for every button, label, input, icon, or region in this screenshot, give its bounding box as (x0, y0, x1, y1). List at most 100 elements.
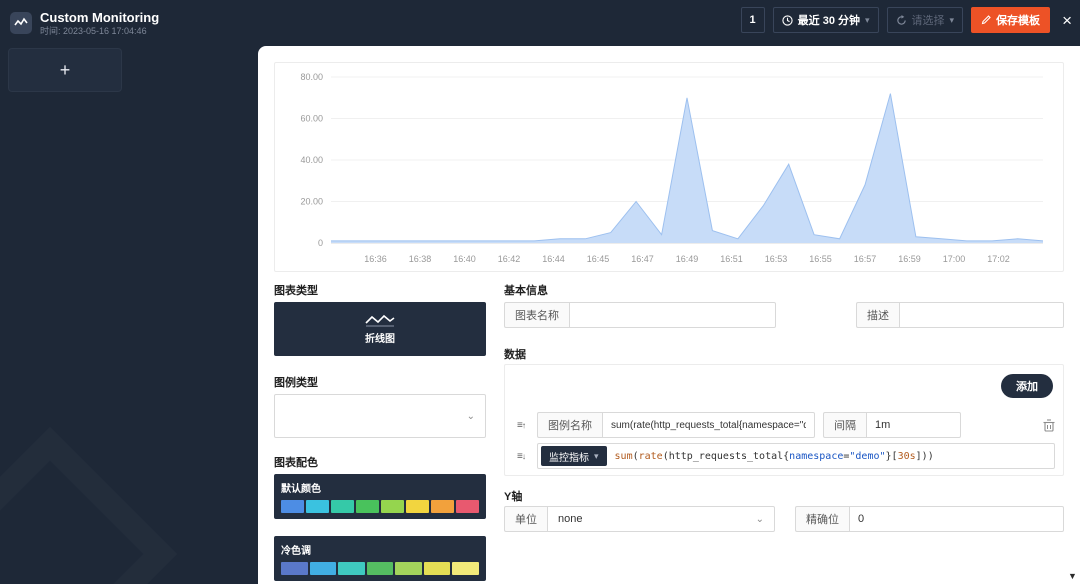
legend-type-select[interactable]: ⌄ (274, 394, 486, 438)
description-input[interactable] (899, 302, 1064, 328)
svg-text:40.00: 40.00 (300, 155, 323, 165)
svg-text:16:44: 16:44 (542, 254, 565, 264)
palette-card-cool[interactable]: 冷色调 (274, 536, 486, 581)
save-template-button[interactable]: 保存模板 (971, 7, 1051, 33)
legend-type-label: 图例类型 (274, 377, 318, 389)
chevron-down-icon: ▾ (949, 14, 955, 25)
basic-info-label: 基本信息 (504, 285, 548, 297)
chevron-down-icon: ⌄ (466, 410, 475, 422)
metric-type-button[interactable]: 监控指标 ▾ (541, 446, 607, 466)
precision-addon: 精确位 (795, 506, 849, 532)
svg-text:16:51: 16:51 (720, 254, 743, 264)
precision-group: 精确位 (795, 506, 1064, 532)
color-swatch (452, 562, 480, 575)
refresh-placeholder: 请选择 (911, 15, 945, 27)
chevron-down-icon: ▾ (594, 450, 599, 461)
color-swatch (309, 562, 337, 575)
clock-icon (782, 14, 793, 26)
chart-type-card-label: 折线图 (365, 334, 395, 345)
legend-name-group: 图例名称 (537, 412, 815, 438)
plus-icon: + (59, 59, 71, 80)
color-swatch (381, 500, 404, 513)
description-addon: 描述 (856, 302, 899, 328)
pencil-icon (981, 15, 991, 25)
palette-section-label: 图表配色 (274, 457, 318, 469)
unit-addon: 单位 (504, 506, 547, 532)
chevron-down-icon: ▾ (865, 14, 870, 25)
svg-text:20.00: 20.00 (300, 197, 323, 207)
save-template-label: 保存模板 (996, 15, 1041, 27)
query-meta-row: ≡↑ 图例名称 间隔 (513, 412, 1055, 438)
chart-type-card-line[interactable]: 折线图 (274, 302, 486, 356)
title-block: Custom Monitoring 时间: 2023-05-16 17:04:4… (40, 10, 159, 37)
svg-text:16:55: 16:55 (809, 254, 832, 264)
page-title: Custom Monitoring (40, 9, 160, 25)
promql-code: sum(rate(http_requests_total{namespace="… (614, 450, 934, 462)
svg-text:60.00: 60.00 (300, 114, 323, 124)
refresh-interval-select[interactable]: 请选择 ▾ (886, 7, 964, 33)
sort-up-handle[interactable]: ≡↑ (516, 419, 526, 431)
svg-text:16:36: 16:36 (364, 254, 387, 264)
sort-down-handle[interactable]: ≡↓ (516, 450, 526, 462)
color-swatch (356, 500, 379, 513)
legend-name-input[interactable] (602, 412, 815, 438)
interval-group: 间隔 (823, 412, 961, 438)
svg-text:16:40: 16:40 (453, 254, 476, 264)
svg-text:16:59: 16:59 (898, 254, 921, 264)
app-logo (10, 12, 32, 34)
chart-name-group: 图表名称 (504, 302, 776, 328)
svg-text:16:49: 16:49 (676, 254, 699, 264)
chart-panel: 80.00 60.00 40.00 20.00 0 16:36 16:38 16:40 16:4… (274, 62, 1064, 272)
unit-group: 单位 none ⌄ (504, 506, 775, 532)
close-button[interactable]: × (1062, 10, 1072, 30)
color-swatch (456, 500, 479, 513)
svg-text:17:00: 17:00 (943, 254, 966, 264)
line-chart-icon (365, 314, 395, 327)
promql-editor[interactable]: 监控指标 ▾ sum(rate(http_requests_total{name… (537, 443, 1055, 469)
chart-type-label: 图表类型 (274, 285, 318, 297)
scrollbar-down-button[interactable]: ▼ (1068, 570, 1077, 581)
color-swatch (281, 500, 304, 513)
svg-text:0: 0 (318, 238, 323, 248)
time-range-label: 最近 30 分钟 (797, 15, 860, 27)
svg-text:16:45: 16:45 (587, 254, 610, 264)
unit-select[interactable]: none ⌄ (547, 506, 775, 532)
interval-input[interactable] (866, 412, 961, 438)
panel-count-label: 1 (749, 14, 756, 26)
time-range-select[interactable]: 最近 30 分钟 ▾ (772, 7, 879, 33)
metric-type-label: 监控指标 (549, 452, 589, 464)
page-subtitle: 时间: 2023-05-16 17:04:46 (40, 25, 147, 36)
svg-text:16:47: 16:47 (631, 254, 654, 264)
color-swatch (406, 500, 429, 513)
add-panel-button[interactable]: + (8, 48, 122, 92)
color-swatch (331, 500, 354, 513)
svg-text:16:38: 16:38 (409, 254, 432, 264)
decorative-pattern (0, 427, 177, 584)
color-swatch (431, 500, 454, 513)
svg-text:16:53: 16:53 (765, 254, 788, 264)
precision-input[interactable] (849, 506, 1064, 532)
palette-card-default[interactable]: 默认颜色 (274, 474, 486, 519)
chart-name-input[interactable] (569, 302, 776, 328)
svg-text:17:02: 17:02 (987, 254, 1010, 264)
svg-text:16:42: 16:42 (498, 254, 521, 264)
color-swatch (395, 562, 422, 575)
unit-value: none (558, 513, 583, 525)
palette-swatches (281, 500, 479, 513)
delete-query-button[interactable] (1043, 418, 1055, 432)
topbar-actions: 1 最近 30 分钟 ▾ 请选择 ▾ 保存模板 × (740, 0, 1072, 40)
data-section-label: 数据 (504, 349, 526, 361)
panel-count-button[interactable]: 1 (740, 7, 765, 33)
palette-name: 冷色调 (281, 546, 311, 557)
data-panel: 添加 ≡↑ 图例名称 间隔 ≡↓ (504, 364, 1064, 476)
add-query-button[interactable]: 添加 (1001, 374, 1053, 398)
color-swatch (423, 562, 451, 575)
color-swatch (281, 562, 308, 575)
color-swatch (366, 562, 394, 575)
line-chart-svg: 80.00 60.00 40.00 20.00 0 16:36 16:38 16:40 16:4… (300, 72, 1044, 264)
color-swatch (338, 562, 365, 575)
trash-icon (1043, 418, 1055, 432)
legend-name-addon: 图例名称 (537, 412, 602, 438)
palette-name: 默认颜色 (281, 484, 321, 495)
chart-wave-icon (14, 17, 28, 26)
